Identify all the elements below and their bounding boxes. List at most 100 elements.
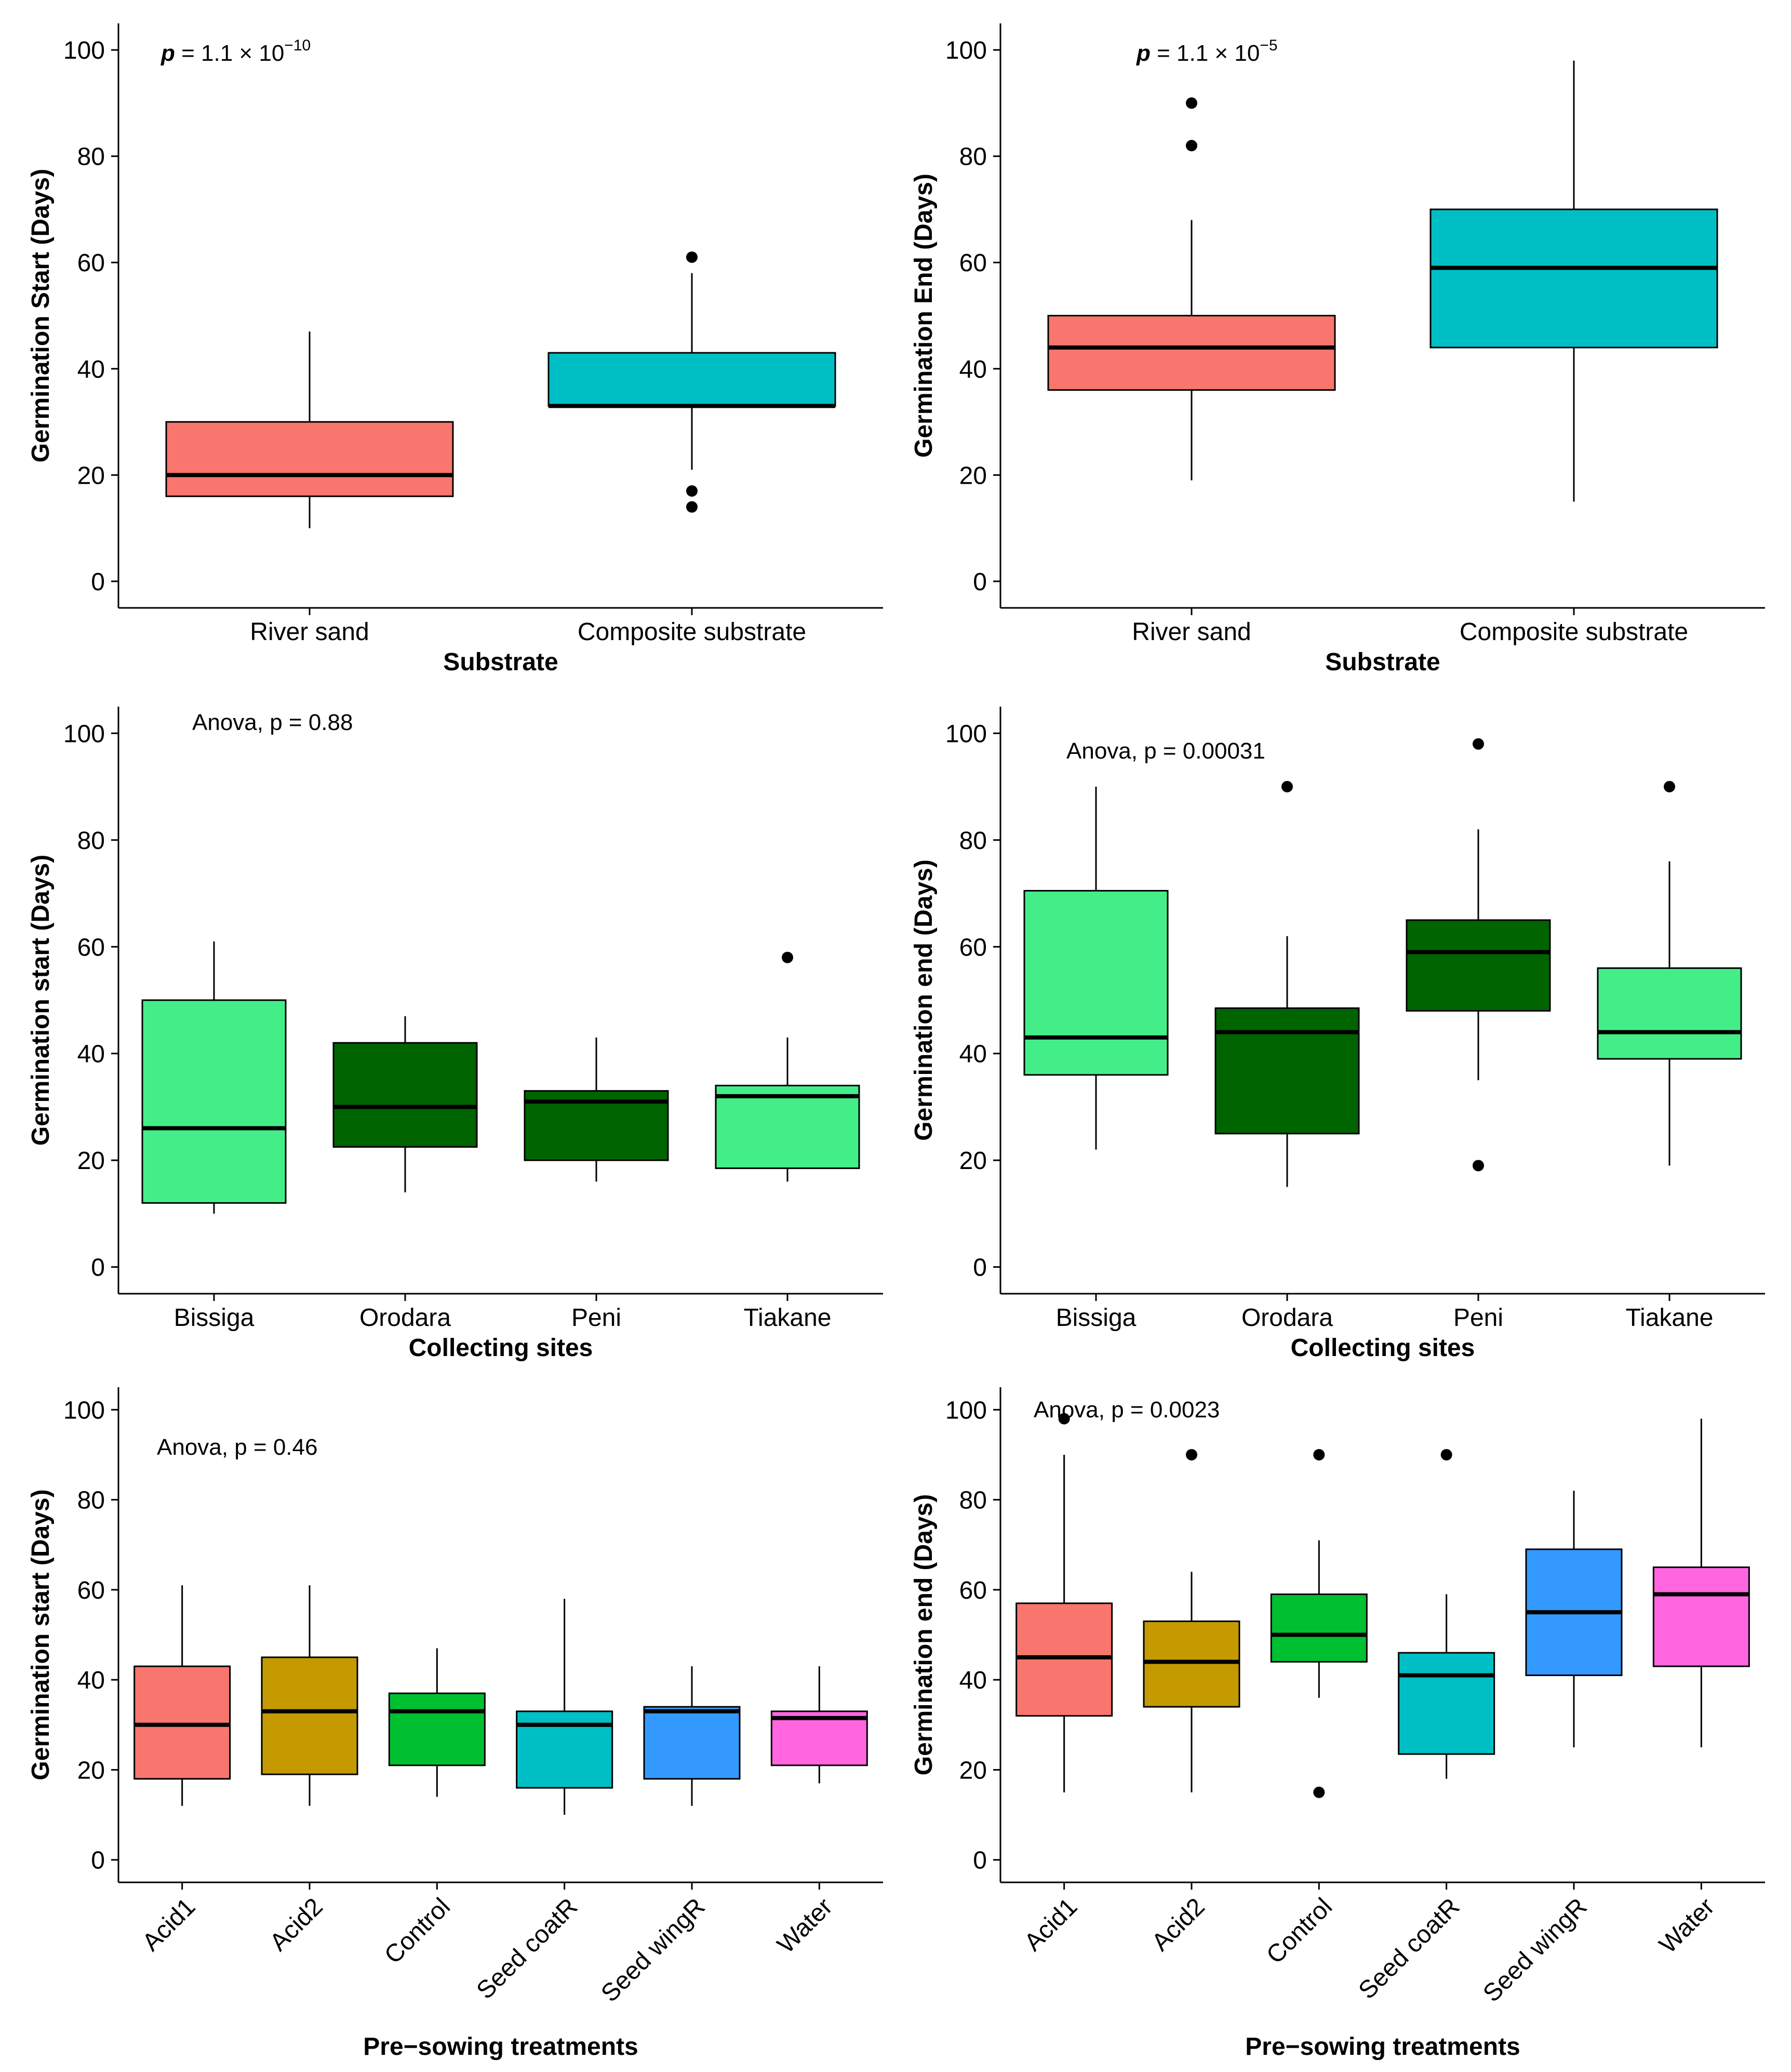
iqr-box (1015, 1602, 1113, 1717)
y-tick-label: 40 (959, 1041, 987, 1068)
x-tick-label: Acid2 (1146, 1893, 1210, 1956)
box-acid1 (133, 1585, 231, 1806)
x-tick-label: Acid1 (137, 1893, 201, 1956)
box-tiakane (1597, 781, 1742, 1166)
y-tick-label: 60 (959, 1577, 987, 1604)
x-tick-label: Tiakane (1626, 1304, 1714, 1332)
x-tick-label: Control (1261, 1893, 1338, 1969)
y-tick-label: 80 (959, 1487, 987, 1515)
outlier-point (686, 501, 698, 513)
box-seed-wingr (1525, 1491, 1623, 1748)
y-tick-label: 20 (959, 462, 987, 489)
y-axis-title: Germination end (Days) (910, 859, 938, 1140)
box-composite-substrate (547, 251, 836, 513)
box-peni (1406, 738, 1551, 1172)
y-tick-label: 60 (77, 1577, 105, 1604)
y-tick-label: 0 (91, 1254, 105, 1282)
box-acid2 (261, 1585, 358, 1806)
iqr-box (261, 1656, 358, 1775)
y-tick-label: 100 (63, 720, 105, 748)
y-axis-title: Germination End (Days) (910, 174, 938, 458)
iqr-box (1652, 1566, 1750, 1667)
iqr-box (643, 1706, 741, 1780)
iqr-box (1214, 1007, 1360, 1135)
y-tick-label: 40 (77, 1667, 105, 1694)
outlier-point (1058, 1413, 1070, 1425)
y-tick-label: 0 (973, 568, 987, 596)
iqr-box (133, 1665, 231, 1780)
x-tick-label: Seed coatR (472, 1893, 583, 2004)
y-axis-title: Germination start (Days) (27, 855, 55, 1146)
y-tick-label: 20 (959, 1147, 987, 1175)
iqr-box (1270, 1593, 1368, 1663)
x-axis-title: Substrate (443, 648, 558, 676)
x-tick-label: River sand (250, 618, 369, 646)
iqr-box (1429, 208, 1718, 349)
y-tick-label: 20 (77, 1757, 105, 1784)
box-river-sand (165, 331, 454, 528)
y-tick-label: 60 (959, 934, 987, 961)
y-tick-label: 100 (63, 37, 105, 64)
y-tick-label: 40 (959, 1667, 987, 1694)
p-value-annotation: Anova, p = 0.00031 (1066, 738, 1265, 764)
x-axis-title: Substrate (1325, 648, 1440, 676)
iqr-box (1047, 315, 1336, 391)
x-tick-label: Composite substrate (1460, 618, 1688, 646)
y-axis-title: Germination start (Days) (27, 1489, 55, 1780)
box-orodara (1214, 781, 1360, 1187)
x-axis-title: Collecting sites (409, 1334, 593, 1362)
x-tick-label: Peni (571, 1304, 621, 1332)
outlier-point (686, 485, 698, 497)
box-seed-wingr (643, 1666, 741, 1806)
iqr-box (165, 421, 454, 497)
box-control (388, 1648, 486, 1797)
y-axis-title: Germination end (Days) (910, 1494, 938, 1775)
box-seed-coatr (516, 1599, 613, 1815)
outlier-point (1440, 1449, 1452, 1460)
y-tick-label: 100 (945, 1397, 987, 1424)
y-tick-label: 40 (959, 356, 987, 383)
x-axis-title: Collecting sites (1291, 1334, 1475, 1362)
panel-2: 0 20 40 60 80 100 River sand Composite substrat… (910, 23, 1765, 676)
y-tick-label: 100 (945, 720, 987, 748)
panel-3: 0 20 40 60 80 100 Bissiga Orodara Peni Tiakane Col… (27, 707, 883, 1362)
p-value-annotation: Anova, p = 0.88 (192, 710, 353, 735)
x-tick-label: Control (379, 1893, 456, 1969)
y-tick-label: 20 (77, 462, 105, 489)
y-tick-label: 40 (77, 1041, 105, 1068)
outlier-point (1186, 1449, 1197, 1460)
x-axis-title: Pre−sowing treatments (1245, 2033, 1520, 2061)
x-tick-label: Composite substrate (578, 618, 806, 646)
y-tick-label: 20 (959, 1757, 987, 1784)
outlier-point (1473, 1160, 1484, 1172)
x-tick-label: Orodara (1241, 1304, 1333, 1332)
y-tick-label: 80 (77, 827, 105, 855)
outlier-point (782, 951, 793, 963)
p-value-annotation: Anova, p = 0.0023 (1034, 1397, 1220, 1423)
box-tiakane (715, 951, 860, 1182)
outlier-point (686, 251, 698, 263)
p-value-annotation: Anova, p = 0.46 (157, 1435, 317, 1460)
x-axis-title: Pre−sowing treatments (363, 2033, 638, 2061)
box-bissiga (1023, 787, 1169, 1150)
iqr-box (332, 1042, 478, 1148)
y-tick-label: 0 (91, 568, 105, 596)
box-acid1 (1015, 1413, 1113, 1792)
y-tick-label: 80 (77, 1487, 105, 1515)
box-control (1270, 1449, 1368, 1798)
box-bissiga (141, 941, 287, 1214)
box-seed-coatr (1398, 1449, 1495, 1779)
y-tick-label: 80 (77, 143, 105, 171)
y-tick-label: 60 (77, 934, 105, 961)
iqr-box (1023, 889, 1169, 1076)
iqr-box (388, 1692, 486, 1766)
box-peni (524, 1037, 669, 1182)
iqr-box (1398, 1652, 1495, 1755)
p-value-annotation: p = 1.1 × 10−5 (1136, 37, 1278, 66)
x-tick-label: Acid1 (1019, 1893, 1082, 1956)
outlier-point (1186, 140, 1197, 152)
x-tick-label: Seed coatR (1354, 1893, 1465, 2004)
x-tick-label: Seed wingR (596, 1893, 710, 2007)
iqr-box (1143, 1621, 1240, 1708)
